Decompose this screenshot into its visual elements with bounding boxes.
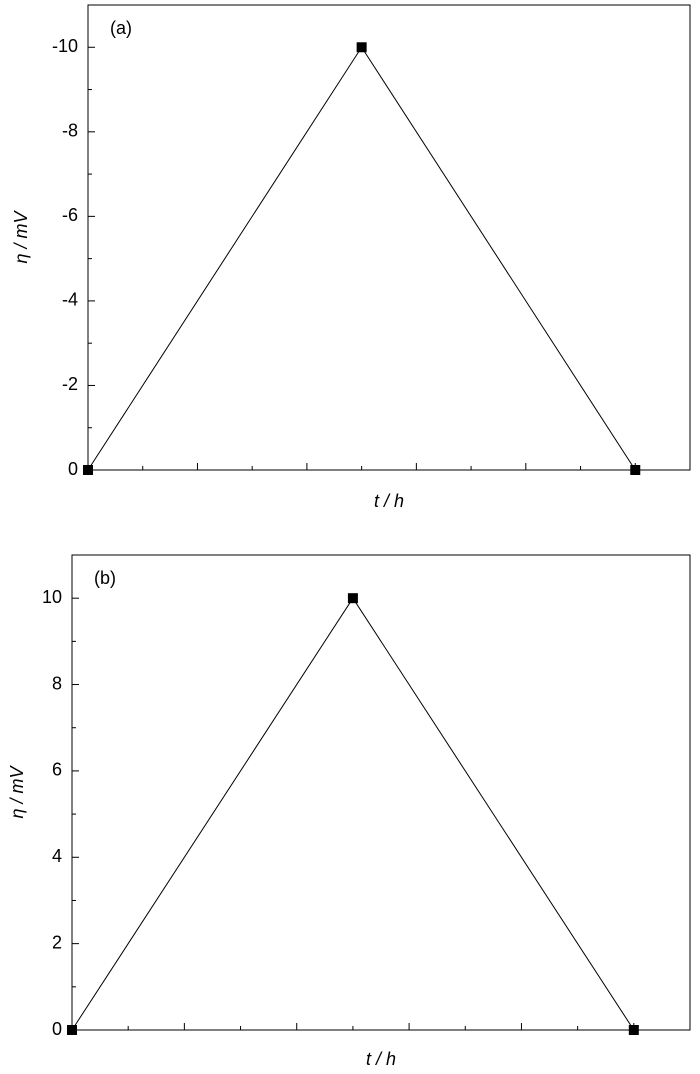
y-tick-label: 4 — [52, 846, 62, 866]
x-axis-label: t / h — [374, 491, 404, 511]
annotation: (a) — [110, 18, 132, 38]
y-axis-label: η / mV — [7, 765, 27, 819]
data-point — [628, 1025, 639, 1035]
y-tick-label: -6 — [62, 205, 78, 225]
data-point — [347, 593, 358, 604]
data-point — [630, 465, 641, 475]
y-tick-label: -4 — [62, 290, 78, 310]
data-point — [83, 465, 93, 475]
x-axis-label: t / h — [366, 1049, 396, 1069]
y-tick-label: 8 — [52, 673, 62, 693]
data-point — [356, 42, 367, 53]
y-tick-label: 6 — [52, 760, 62, 780]
y-tick-label: 2 — [52, 932, 62, 952]
plot-frame — [71, 554, 691, 1031]
y-tick-label: -2 — [62, 374, 78, 394]
data-line — [71, 597, 635, 1031]
y-tick-label: -10 — [52, 36, 78, 56]
data-line — [87, 46, 636, 471]
y-tick-label: -8 — [62, 121, 78, 141]
y-tick-label: 10 — [42, 587, 62, 607]
data-point — [67, 1025, 77, 1035]
y-axis-label: η / mV — [11, 210, 31, 264]
plot-frame — [87, 4, 691, 471]
y-tick-label: 0 — [68, 459, 78, 479]
annotation: (b) — [94, 568, 116, 588]
y-tick-label: 0 — [52, 1019, 62, 1039]
